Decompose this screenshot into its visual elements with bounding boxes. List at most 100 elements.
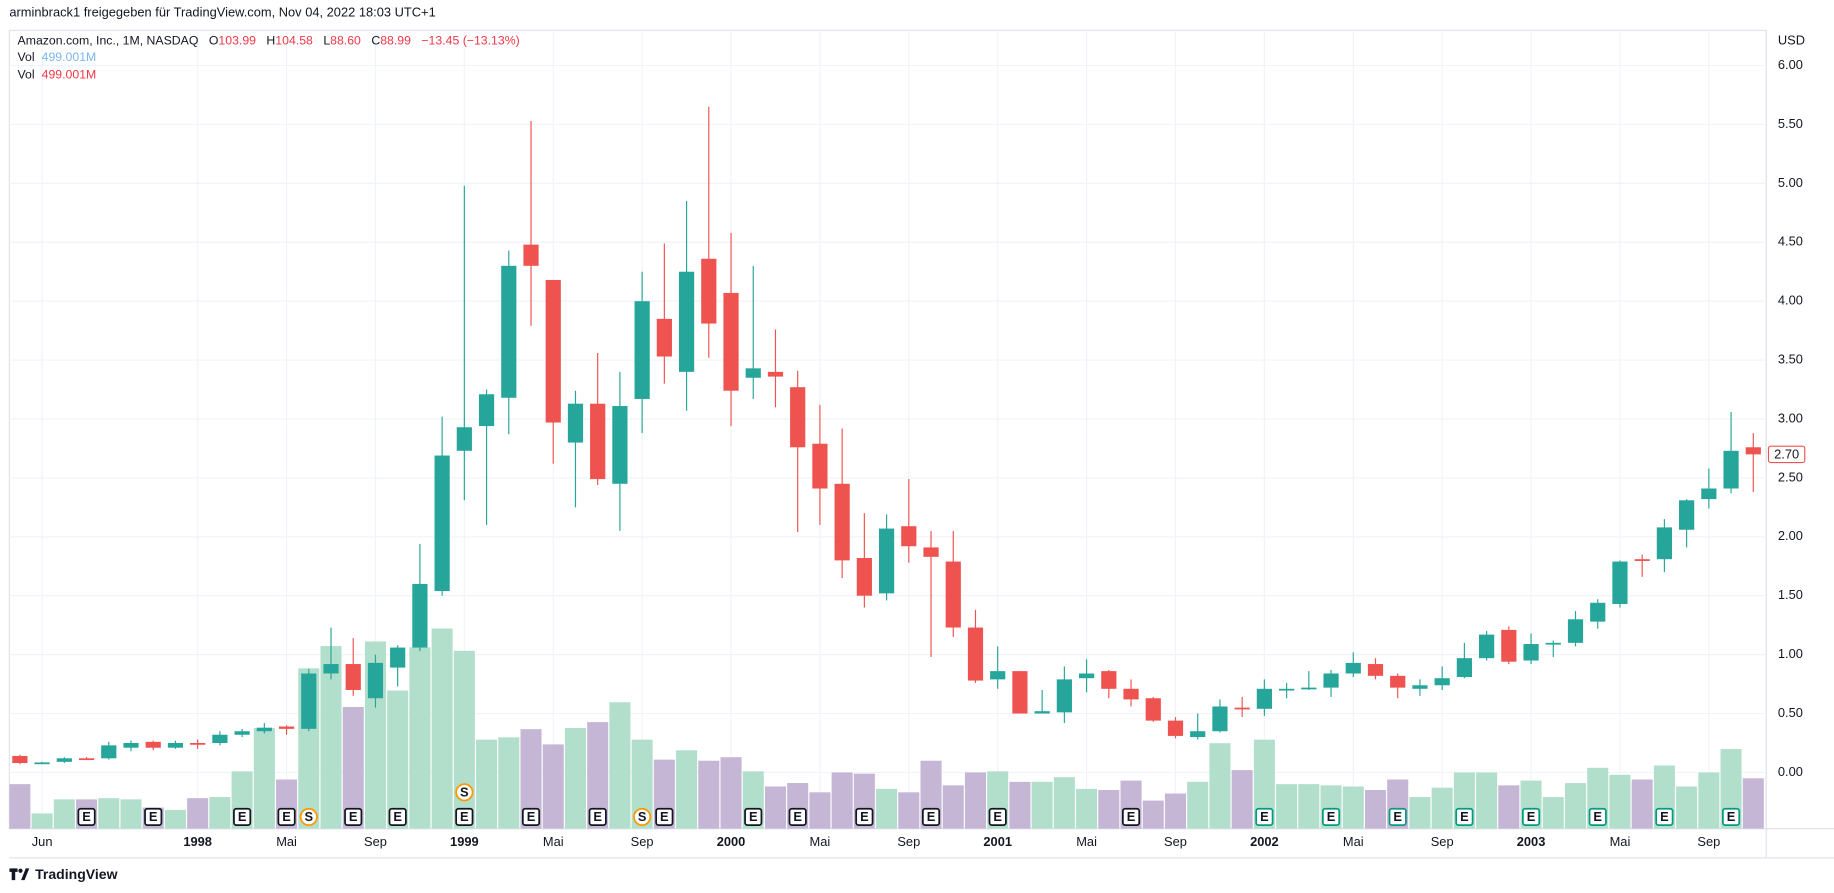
earnings-marker [233, 807, 252, 826]
volume-bar [253, 727, 275, 829]
volume-bar [1409, 797, 1431, 829]
x-tick-label: Mai [543, 834, 564, 849]
legend-key: H [266, 33, 276, 48]
candle-body [12, 755, 28, 764]
volume-bar [964, 772, 987, 829]
candle-body [678, 271, 695, 372]
earnings-marker [921, 807, 941, 826]
candle-body [545, 279, 561, 423]
candle-body [1456, 658, 1472, 678]
candle-body [1656, 527, 1673, 560]
x-tick-label: Sep [1164, 834, 1187, 849]
legend-key: Vol [17, 50, 35, 65]
volume-bar [876, 788, 898, 829]
y-tick-label: 5.00 [1778, 175, 1803, 190]
volume-bar [898, 792, 920, 829]
candle-body [1145, 698, 1161, 721]
candle-body [1323, 673, 1339, 688]
candle-body [101, 745, 117, 759]
candle-body [367, 662, 384, 699]
split-label: S [460, 784, 469, 799]
candle-body [190, 742, 206, 745]
volume-bar [1098, 789, 1120, 829]
candle-body [1012, 671, 1028, 714]
candle-body [323, 664, 339, 674]
earnings-label: E [793, 809, 802, 824]
volume-bar [764, 786, 786, 829]
candle-body [1190, 731, 1206, 738]
volume-bar [1076, 788, 1098, 829]
volume-bar [453, 650, 475, 829]
earnings-marker [77, 807, 96, 826]
volume-bar [1276, 784, 1298, 829]
y-tick-label: 6.00 [1778, 57, 1803, 72]
volume-bar [31, 813, 53, 829]
candle-body [1367, 664, 1384, 676]
earnings-label: E [238, 809, 247, 824]
candle-body [990, 671, 1006, 680]
earnings-marker [1255, 807, 1274, 826]
split-label: S [638, 809, 647, 824]
volume-bar [1631, 779, 1653, 829]
earnings-label: E [349, 809, 358, 824]
candle-body [1301, 687, 1317, 690]
earnings-marker [455, 807, 474, 826]
earnings-marker [277, 807, 296, 826]
candle-body [701, 258, 717, 324]
legend-value: 88.60 [330, 33, 361, 48]
y-tick-label: 3.50 [1778, 351, 1803, 366]
volume-bar [209, 797, 231, 829]
volume-bar [164, 809, 186, 829]
x-tick-label: 1998 [183, 834, 212, 849]
candle-body [523, 244, 539, 266]
volume-bar [1142, 800, 1164, 829]
volume-bar [809, 792, 831, 829]
x-tick-label: Mai [276, 834, 297, 849]
volume-bar [1498, 785, 1520, 829]
volume-bar [1053, 777, 1075, 829]
volume-bar [120, 799, 142, 829]
earnings-marker [521, 807, 541, 826]
x-tick-label: Sep [631, 834, 654, 849]
candle-body [278, 726, 295, 729]
candle-body [1479, 634, 1495, 659]
candle-body [967, 627, 984, 681]
candle-body [634, 301, 650, 399]
earnings-marker [1588, 807, 1607, 826]
y-tick-label: 0.50 [1778, 705, 1803, 720]
last-price-label: 2.70 [1774, 446, 1799, 461]
earnings-marker [744, 807, 763, 826]
volume-bar [498, 737, 520, 829]
candle-body [1590, 602, 1606, 622]
volume-bar [631, 739, 653, 829]
earnings-label: E [1260, 809, 1269, 824]
earnings-label: E [282, 809, 291, 824]
logo-icon [9, 868, 30, 881]
candle-body [412, 583, 428, 648]
candle-body [78, 758, 95, 761]
earnings-marker [388, 807, 407, 826]
earnings-label: E [82, 809, 91, 824]
earnings-marker [1321, 807, 1341, 826]
volume-bar [476, 739, 498, 829]
candle-body [567, 403, 584, 443]
earnings-marker [655, 807, 674, 826]
candle-body [1434, 678, 1450, 686]
last-price-box [1767, 445, 1806, 464]
volume-bar [98, 798, 120, 829]
earnings-label: E [1727, 809, 1736, 824]
volume-bar [1742, 778, 1764, 829]
earnings-label: E [749, 809, 758, 824]
candle-body [834, 483, 850, 561]
share-header: arminbrack1 freigegeben für TradingView.… [9, 5, 436, 20]
volume-bar [1476, 772, 1498, 829]
volume-bar [1676, 786, 1698, 829]
candle-body [1567, 619, 1584, 643]
y-tick-label: 2.50 [1778, 469, 1803, 484]
volume-bar [1164, 793, 1187, 829]
candle-body [745, 368, 761, 378]
candle-body [812, 443, 828, 489]
volume-bar [1298, 784, 1320, 829]
earnings-marker [1121, 807, 1141, 826]
